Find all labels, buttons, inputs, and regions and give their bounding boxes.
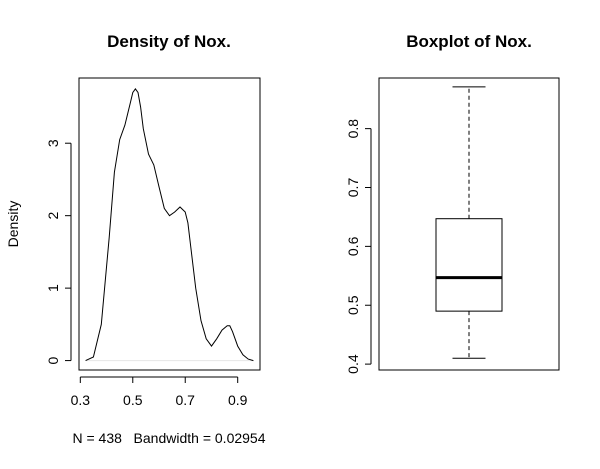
y-tick-label: 2 <box>45 212 61 220</box>
x-tick-label: 0.3 <box>71 392 91 408</box>
y-tick-label: 0.6 <box>345 236 361 256</box>
boxplot-y-axis: 0.4 0.5 0.6 0.7 0.8 <box>345 119 372 374</box>
density-panel: Density of Nox. 0.3 0.5 0.7 0.9 0 1 2 3 Densit… <box>5 32 266 446</box>
y-tick-label: 0.4 <box>345 354 361 374</box>
density-y-axis: 0 1 2 3 <box>45 139 72 364</box>
y-tick-label: 3 <box>45 139 61 147</box>
y-tick-label: 0.8 <box>345 119 361 139</box>
x-tick-label: 0.7 <box>176 392 196 408</box>
boxplot-plot-frame <box>378 77 560 371</box>
x-tick-label: 0.9 <box>228 392 248 408</box>
interquartile-box <box>435 218 503 312</box>
boxplot-title: Boxplot of Nox. <box>406 32 532 51</box>
density-x-axis: 0.3 0.5 0.7 0.9 <box>71 376 248 408</box>
y-tick-label: 0 <box>45 356 61 364</box>
density-plot-frame <box>78 77 261 371</box>
y-tick-label: 0.7 <box>345 178 361 198</box>
density-curve <box>85 88 254 362</box>
density-title: Density of Nox. <box>107 32 231 51</box>
y-tick-label: 1 <box>45 284 61 292</box>
density-x-axis-label: N = 438 Bandwidth = 0.02954 <box>72 430 265 446</box>
y-tick-label: 0.5 <box>345 295 361 315</box>
density-y-axis-label: Density <box>5 201 21 248</box>
boxplot-marks <box>435 86 503 359</box>
x-tick-label: 0.5 <box>123 392 143 408</box>
boxplot-panel: Boxplot of Nox. 0.4 0.5 0.6 0.7 0.8 <box>345 32 560 374</box>
